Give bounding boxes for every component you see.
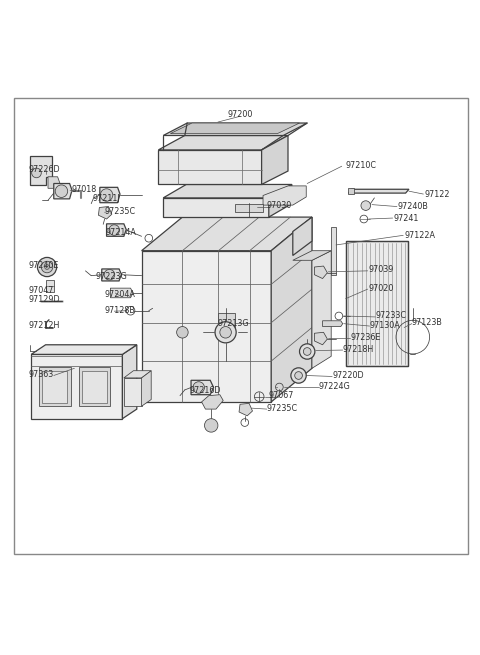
Text: 97020: 97020	[369, 284, 394, 293]
Polygon shape	[30, 156, 52, 185]
Polygon shape	[191, 381, 214, 395]
Polygon shape	[239, 403, 252, 416]
Polygon shape	[158, 150, 262, 185]
Polygon shape	[348, 189, 409, 193]
Polygon shape	[31, 345, 137, 354]
Text: 97220D: 97220D	[332, 371, 364, 380]
Polygon shape	[158, 136, 288, 150]
Polygon shape	[293, 217, 312, 255]
Circle shape	[295, 371, 302, 379]
Text: 97223G: 97223G	[95, 272, 127, 281]
Polygon shape	[314, 266, 327, 278]
Text: 97241: 97241	[394, 214, 419, 223]
Bar	[346, 241, 408, 366]
Text: 97200: 97200	[228, 110, 252, 119]
Polygon shape	[235, 204, 263, 212]
Polygon shape	[170, 123, 300, 134]
Polygon shape	[100, 187, 120, 202]
Polygon shape	[269, 185, 292, 217]
Text: 97122A: 97122A	[404, 231, 435, 240]
Text: 97018: 97018	[71, 185, 96, 194]
Polygon shape	[293, 251, 331, 260]
Bar	[42, 371, 67, 403]
Polygon shape	[348, 188, 354, 194]
Polygon shape	[163, 198, 269, 217]
Polygon shape	[142, 251, 271, 402]
Circle shape	[215, 322, 236, 343]
Bar	[82, 371, 107, 403]
Polygon shape	[314, 332, 327, 345]
Circle shape	[45, 265, 49, 269]
Polygon shape	[54, 183, 72, 199]
Text: 97363: 97363	[29, 370, 54, 379]
Text: 97129D: 97129D	[29, 295, 60, 304]
Polygon shape	[107, 224, 126, 236]
Text: 97235C: 97235C	[267, 403, 298, 413]
Text: 97226D: 97226D	[29, 164, 60, 174]
Circle shape	[55, 185, 68, 197]
Polygon shape	[31, 354, 122, 419]
Circle shape	[291, 368, 306, 383]
Polygon shape	[102, 269, 121, 281]
Circle shape	[361, 201, 371, 210]
Text: 97067: 97067	[269, 391, 294, 400]
Polygon shape	[142, 217, 312, 251]
Circle shape	[104, 269, 115, 280]
Bar	[218, 313, 235, 332]
Bar	[79, 367, 110, 406]
Bar	[346, 241, 408, 366]
Bar	[39, 367, 71, 406]
Text: 97122: 97122	[425, 189, 450, 198]
Polygon shape	[331, 227, 336, 274]
Polygon shape	[271, 217, 312, 402]
Text: 97047: 97047	[29, 286, 54, 295]
Polygon shape	[124, 378, 142, 406]
Circle shape	[109, 225, 120, 235]
Polygon shape	[98, 206, 112, 219]
Polygon shape	[142, 371, 151, 406]
Text: 97233C: 97233C	[375, 312, 407, 320]
Text: 97204A: 97204A	[105, 290, 135, 299]
Text: 97039: 97039	[369, 265, 394, 274]
Text: 97128B: 97128B	[105, 306, 135, 314]
Text: 97218H: 97218H	[343, 345, 374, 354]
Text: 97224G: 97224G	[319, 382, 350, 390]
Polygon shape	[163, 123, 307, 136]
Circle shape	[41, 261, 53, 272]
Text: 97216D: 97216D	[189, 386, 221, 396]
Text: 97214A: 97214A	[106, 228, 136, 237]
Text: 97130A: 97130A	[370, 320, 400, 329]
Text: 97240B: 97240B	[397, 202, 428, 211]
Polygon shape	[323, 321, 343, 327]
Circle shape	[32, 168, 41, 178]
Text: 97236E: 97236E	[350, 333, 381, 342]
Circle shape	[300, 344, 315, 359]
Bar	[46, 280, 54, 292]
Text: 97235C: 97235C	[105, 207, 136, 216]
Text: 97213G: 97213G	[218, 319, 250, 328]
Text: 97211J: 97211J	[92, 195, 120, 203]
Polygon shape	[122, 345, 137, 419]
Circle shape	[100, 189, 113, 201]
Circle shape	[204, 419, 218, 432]
Text: 97240E: 97240E	[29, 261, 59, 270]
Polygon shape	[110, 288, 133, 298]
Polygon shape	[202, 395, 223, 409]
Text: 97123B: 97123B	[412, 318, 443, 328]
Polygon shape	[262, 136, 288, 185]
Polygon shape	[48, 177, 60, 188]
Text: 97030: 97030	[266, 201, 292, 210]
Circle shape	[220, 327, 231, 338]
Text: 97210C: 97210C	[346, 160, 377, 170]
Circle shape	[37, 257, 57, 276]
Polygon shape	[263, 186, 306, 205]
Circle shape	[193, 382, 204, 393]
Polygon shape	[312, 251, 331, 368]
Polygon shape	[163, 185, 292, 198]
Polygon shape	[124, 371, 151, 378]
Circle shape	[303, 348, 311, 356]
Circle shape	[177, 327, 188, 338]
Text: 97212H: 97212H	[29, 321, 60, 330]
